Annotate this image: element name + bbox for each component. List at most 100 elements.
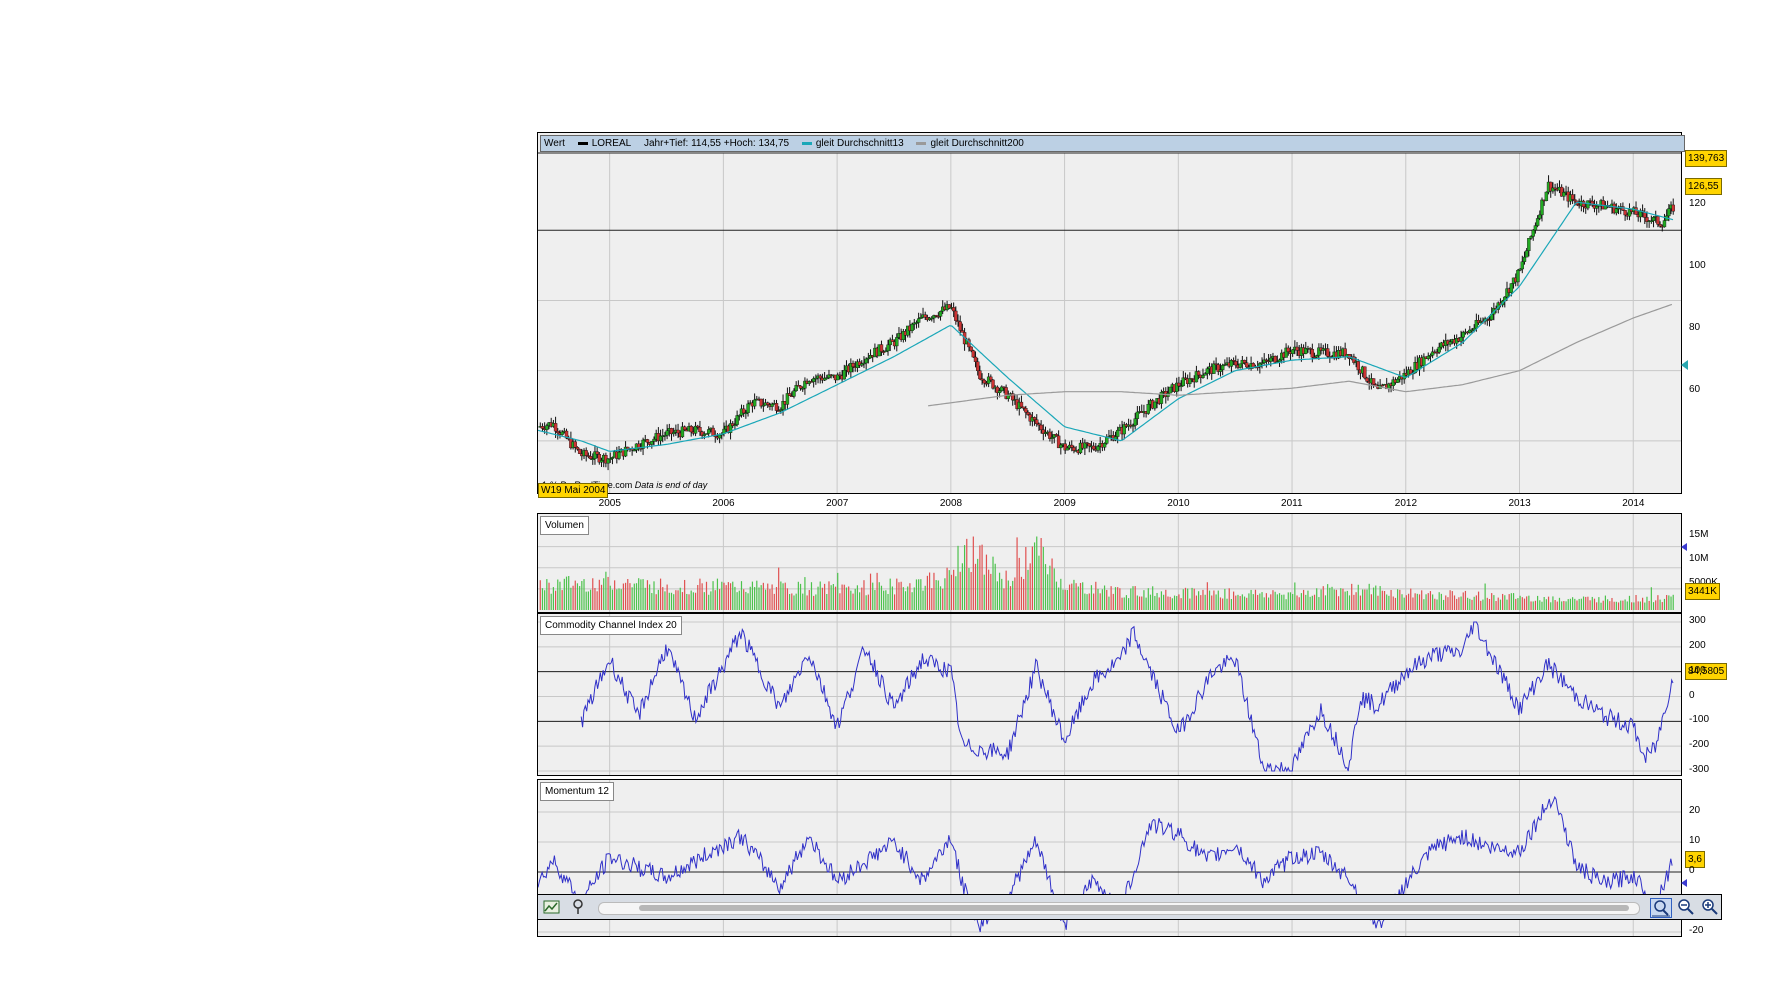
price-chart-svg: [538, 152, 1681, 493]
chart-toolbar: [537, 894, 1722, 920]
candle-body: [1264, 359, 1269, 362]
candle-body: [573, 441, 577, 448]
candle-body: [1304, 348, 1308, 354]
pin-tool-glyph: [573, 899, 583, 914]
y-tick: 0: [1689, 689, 1695, 701]
candle-body: [766, 402, 770, 405]
zoom-in-icon[interactable]: [1700, 898, 1720, 916]
candle-body: [1470, 329, 1474, 332]
candle-body: [1168, 386, 1172, 394]
candle-body: [1671, 204, 1675, 212]
ma200-swatch-icon: [916, 141, 927, 145]
candle-body: [951, 307, 956, 312]
candle-body: [1308, 348, 1312, 350]
candle-body: [1277, 359, 1282, 362]
candle-body: [1590, 200, 1594, 206]
x-tick-label: 2006: [712, 498, 735, 509]
ma200-line: [928, 303, 1673, 407]
y-tick: 100: [1689, 260, 1706, 271]
candle-body: [1229, 360, 1234, 367]
candle-body: [1524, 250, 1529, 258]
candle-body: [586, 455, 591, 457]
candle-body: [1026, 412, 1030, 415]
cci-plot-area[interactable]: Commodity Channel Index 20: [537, 613, 1682, 776]
price-plot-area[interactable]: Wert LOREAL Jahr+Tief: 114,55 +Hoch: 134…: [537, 132, 1685, 494]
candle-body: [1535, 218, 1540, 226]
candle-body: [1594, 206, 1599, 209]
candle-body: [1048, 431, 1052, 439]
candle-body: [936, 316, 941, 318]
candle-body: [1551, 187, 1555, 192]
candle-body: [1527, 238, 1531, 251]
candle-body: [1461, 331, 1465, 338]
candle-body: [623, 446, 628, 457]
y-tick: 100: [1689, 664, 1706, 676]
candle-body: [575, 447, 580, 450]
candle-body: [560, 431, 564, 435]
candle-body: [978, 370, 982, 380]
candle-body: [1133, 418, 1137, 426]
x-tick-label: 2011: [1281, 498, 1303, 509]
candle-body: [1549, 181, 1553, 192]
zoom-out-icon[interactable]: [1676, 898, 1696, 916]
candle-body: [1032, 417, 1037, 420]
candle-body: [1380, 384, 1385, 387]
scrollbar-thumb[interactable]: [639, 905, 1629, 911]
candle-body: [1102, 443, 1107, 448]
candle-body: [1614, 208, 1619, 214]
y-tick: -300: [1689, 764, 1710, 775]
candle-body: [1063, 443, 1067, 451]
time-scrollbar[interactable]: [598, 902, 1640, 915]
candle-body: [1634, 207, 1638, 215]
volume-plot-area[interactable]: Volumen: [537, 513, 1682, 613]
candle-body: [1363, 366, 1367, 379]
candle-body: [641, 439, 645, 449]
credit-note: Data is end of day: [634, 480, 708, 490]
candle-body: [982, 379, 986, 384]
zoom-fit-icon[interactable]: [1650, 898, 1672, 918]
candle-body: [700, 431, 704, 436]
candle-body: [1122, 424, 1126, 435]
pin-tool-icon[interactable]: [568, 898, 588, 916]
candle-body: [1000, 386, 1004, 391]
candle-body: [866, 357, 871, 360]
volume-value-tag: 3441K: [1685, 583, 1720, 600]
candle-body: [980, 378, 984, 381]
candle-body: [1667, 208, 1671, 217]
volume-marker-icon: [1681, 543, 1687, 551]
candle-body: [1616, 207, 1621, 210]
candle-body: [792, 390, 796, 397]
candle-body: [1544, 191, 1549, 202]
candle-body: [610, 457, 615, 459]
y-tick: 5000K: [1689, 577, 1718, 588]
candle-body: [564, 430, 569, 439]
indicator-line: [580, 621, 1674, 773]
candle-body: [1072, 447, 1076, 451]
candle-body: [910, 323, 914, 331]
candle-body: [1448, 341, 1452, 345]
candle-body: [995, 386, 1000, 394]
candle-body: [884, 350, 888, 353]
candle-body: [879, 344, 884, 352]
candle-body: [1656, 216, 1660, 225]
candle-body: [1529, 236, 1533, 239]
candle-body: [1201, 375, 1205, 378]
candle-body: [1115, 429, 1120, 437]
candle-body: [842, 370, 846, 380]
x-tick-label: 2013: [1508, 498, 1531, 509]
candle-body: [1037, 423, 1041, 426]
candlesticks: [538, 175, 1675, 471]
volume-y-axis: 15M 10M 5000K 3441K: [1681, 513, 1725, 613]
candle-body: [711, 427, 715, 436]
candle-body: [930, 317, 934, 320]
candle-body: [1085, 442, 1089, 444]
candle-body: [698, 427, 702, 433]
chart-settings-icon[interactable]: [542, 898, 562, 916]
candle-body: [1194, 371, 1199, 383]
candle-body: [608, 458, 612, 460]
candle-body: [1474, 319, 1479, 329]
candle-body: [1325, 348, 1330, 357]
candle-body: [1516, 270, 1520, 283]
candle-body: [1242, 359, 1247, 363]
candle-body: [1019, 401, 1024, 408]
